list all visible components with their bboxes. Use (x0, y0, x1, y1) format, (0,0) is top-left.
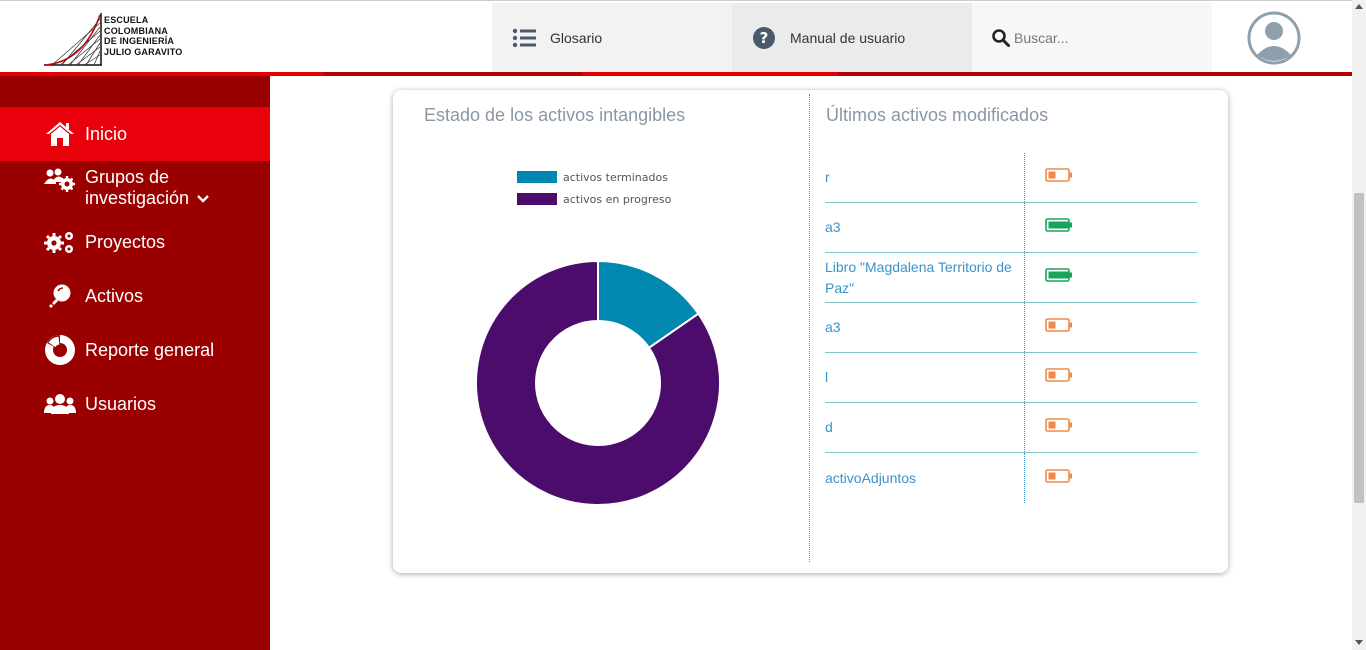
battery-icon (1045, 268, 1073, 287)
battery-icon (1045, 218, 1073, 237)
legend-item[interactable]: activos terminados (517, 166, 671, 188)
report-icon (44, 334, 76, 366)
legend-item[interactable]: activos en progreso (517, 188, 671, 210)
asset-name[interactable]: activoAdjuntos (825, 453, 1025, 503)
legend-label: activos en progreso (563, 192, 672, 206)
scroll-down-arrow[interactable] (1355, 640, 1363, 645)
search-icon (992, 29, 1010, 47)
home-icon (44, 121, 76, 147)
battery-icon (1045, 418, 1073, 437)
estado-title: Estado de los activos intangibles (424, 105, 686, 125)
sidebar-item-label: Activos (85, 285, 144, 306)
glosario-label: Glosario (550, 30, 603, 46)
asset-name[interactable]: l (825, 353, 1025, 402)
battery-icon (1045, 318, 1073, 337)
asset-name[interactable]: d (825, 403, 1025, 452)
sidebar-item-proyectos[interactable]: Proyectos (0, 222, 270, 262)
header-accent-bar (0, 72, 1352, 76)
list-icon (512, 28, 536, 48)
asset-name[interactable]: a3 (825, 203, 1025, 252)
svg-text:?: ? (760, 29, 769, 47)
school-name: Escuela Colombiana de Ingeniería Julio G… (104, 15, 182, 57)
logo-line: Colombiana (104, 25, 168, 36)
logo-line: de Ingeniería (104, 36, 175, 46)
logo-graphic (44, 13, 102, 66)
page-scrollbar[interactable] (1352, 0, 1366, 650)
scroll-up-arrow[interactable] (1355, 4, 1363, 9)
lightbulb-icon (44, 283, 76, 309)
sidebar-item-activos[interactable]: Activos (0, 276, 270, 316)
battery-icon (1045, 168, 1073, 187)
donut-chart[interactable] (475, 260, 721, 506)
sidebar-item-inicio[interactable]: Inicio (0, 107, 270, 161)
table-row[interactable]: activoAdjuntos (825, 453, 1197, 503)
legend-swatch (517, 193, 557, 205)
ultimos-title: Últimos activos modificados (826, 105, 1049, 125)
sidebar-item-reporte[interactable]: Reporte general (0, 330, 270, 370)
manual-label: Manual de usuario (790, 30, 906, 46)
sidebar-item-grupos[interactable]: Grupos de investigación (0, 164, 270, 212)
school-logo[interactable]: Escuela Colombiana de Ingeniería Julio G… (44, 13, 194, 67)
table-row[interactable]: d (825, 403, 1197, 453)
battery-icon (1045, 368, 1073, 387)
logo-line: Escuela (104, 15, 149, 25)
battery-icon (1045, 468, 1073, 488)
scroll-thumb[interactable] (1354, 193, 1364, 503)
sidebar-item-label: Grupos de investigación (85, 167, 209, 209)
sidebar-item-label: Proyectos (85, 231, 166, 252)
grupos-line1: Grupos de (85, 167, 170, 187)
gears-icon (44, 229, 76, 255)
chevron-down-icon[interactable] (197, 194, 209, 204)
logo-line: Julio Garavito (104, 46, 183, 57)
card-divider (809, 94, 810, 562)
top-header: Escuela Colombiana de Ingeniería Julio G… (0, 0, 1352, 73)
table-row[interactable]: l (825, 353, 1197, 403)
sidebar-item-label: Inicio (85, 123, 128, 144)
legend-swatch (517, 171, 557, 183)
sidebar: Inicio Grupos de investigación (0, 76, 270, 650)
asset-name[interactable]: a3 (825, 303, 1025, 352)
users-icon (44, 393, 76, 415)
table-row[interactable]: a3 (825, 303, 1197, 353)
asset-name[interactable]: Libro "Magdalena Territorio de Paz" (825, 253, 1025, 302)
chart-legend: activos terminados activos en progreso (517, 166, 671, 210)
manual-button[interactable]: ? Manual de usuario (732, 3, 972, 73)
table-row[interactable]: r (825, 153, 1197, 203)
sidebar-item-label: Reporte general (85, 339, 215, 360)
avatar-icon[interactable] (1247, 11, 1301, 65)
groups-icon (44, 168, 76, 192)
search-box[interactable] (972, 3, 1212, 73)
sidebar-item-usuarios[interactable]: Usuarios (0, 384, 270, 424)
glosario-button[interactable]: Glosario (492, 3, 732, 73)
ultimos-table: r a3 Libro "Magdalena Territorio de Paz"… (825, 153, 1197, 503)
dashboard-card: Estado de los activos intangibles activo… (393, 90, 1228, 573)
sidebar-item-label: Usuarios (85, 393, 157, 414)
asset-name[interactable]: r (825, 153, 1025, 202)
table-row[interactable]: a3 (825, 203, 1197, 253)
grupos-line2: investigación (85, 188, 209, 209)
table-row[interactable]: Libro "Magdalena Territorio de Paz" (825, 253, 1197, 303)
help-icon: ? (752, 26, 776, 50)
legend-label: activos terminados (563, 170, 668, 184)
donut-slice-en-progreso[interactable] (475, 260, 721, 506)
search-input[interactable] (1014, 30, 1174, 46)
